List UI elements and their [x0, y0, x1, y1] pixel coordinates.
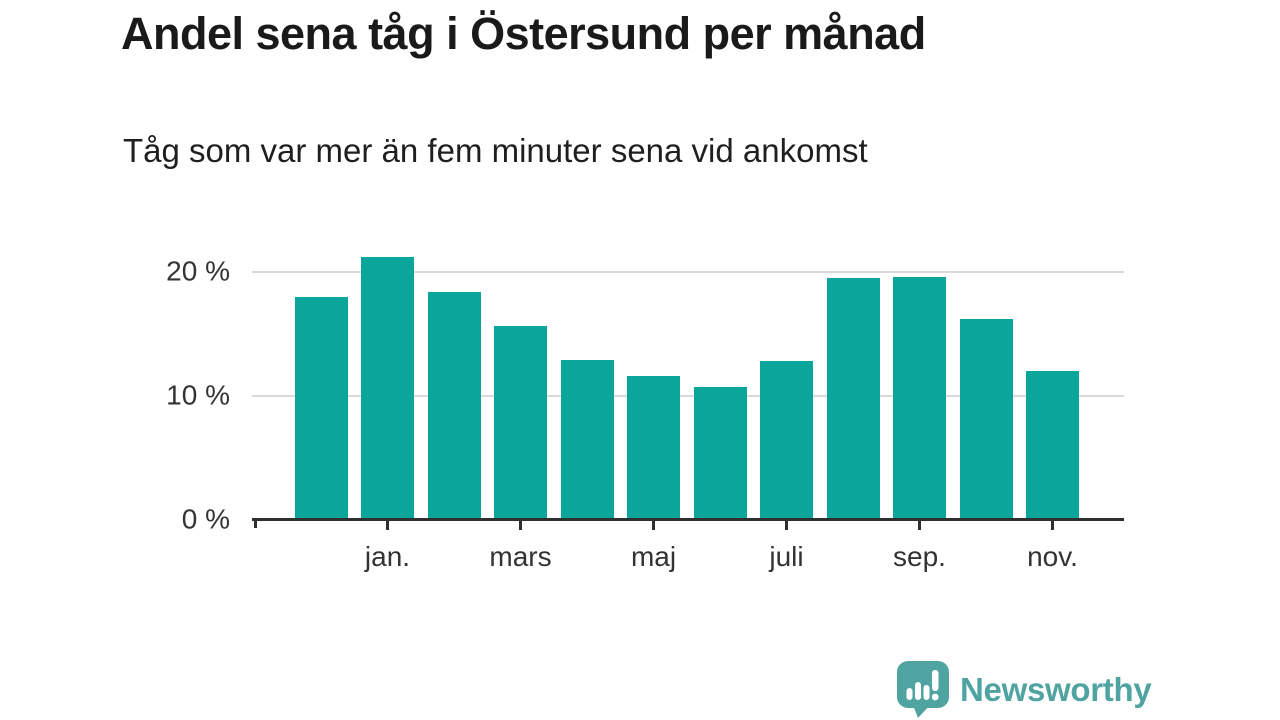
bar-chart-exclamation-glyph: [906, 670, 939, 701]
bar-maj: [627, 376, 680, 520]
y-axis-label: 0 %: [181, 503, 230, 535]
x-axis-label: jan.: [364, 541, 411, 572]
gridline-20: [252, 270, 1124, 273]
x-axis-label: mars: [489, 541, 552, 572]
chart-title: Andel sena tåg i Östersund per månad: [121, 8, 926, 59]
bar-apr: [560, 359, 614, 520]
bar-mars: [494, 326, 547, 520]
chart-subtitle: Tåg som var mer än fem minuter sena vid …: [123, 132, 868, 169]
gridline-10: [252, 394, 1124, 397]
bar-dec: [294, 296, 348, 520]
x-axis-tick: [386, 521, 389, 530]
axis-origin-tick: [254, 521, 257, 528]
bar-juli: [760, 361, 813, 520]
x-axis-label: maj: [630, 541, 677, 572]
x-axis-tick: [652, 521, 655, 530]
bar-aug: [826, 278, 880, 520]
x-axis-tick: [519, 521, 522, 530]
bar-nov: [1026, 371, 1079, 520]
plot-area: 0 % 10 % 20 % jan. mars maj juli sep. nov.: [166, 247, 1124, 572]
x-axis-tick: [1051, 521, 1054, 530]
x-axis-tick: [785, 521, 788, 530]
x-axis-line: [252, 518, 1124, 521]
x-axis-label: nov.: [1027, 541, 1078, 572]
x-axis-tick: [918, 521, 921, 530]
x-axis-label: juli: [769, 541, 804, 572]
bar-sep: [893, 276, 946, 520]
bar-juni: [693, 387, 747, 520]
newsworthy-logo: Newsworthy: [897, 661, 1152, 718]
bar-okt: [959, 318, 1013, 520]
newsworthy-logo-text: Newsworthy: [960, 670, 1152, 708]
bar-feb: [427, 291, 481, 520]
newsworthy-logo-icon: [897, 661, 949, 718]
y-axis-label: 10 %: [166, 379, 230, 411]
bar-jan: [361, 256, 414, 520]
x-axis-label: sep.: [893, 541, 946, 572]
y-axis-label: 20 %: [166, 255, 230, 287]
speech-bubble-shape: [897, 661, 949, 718]
